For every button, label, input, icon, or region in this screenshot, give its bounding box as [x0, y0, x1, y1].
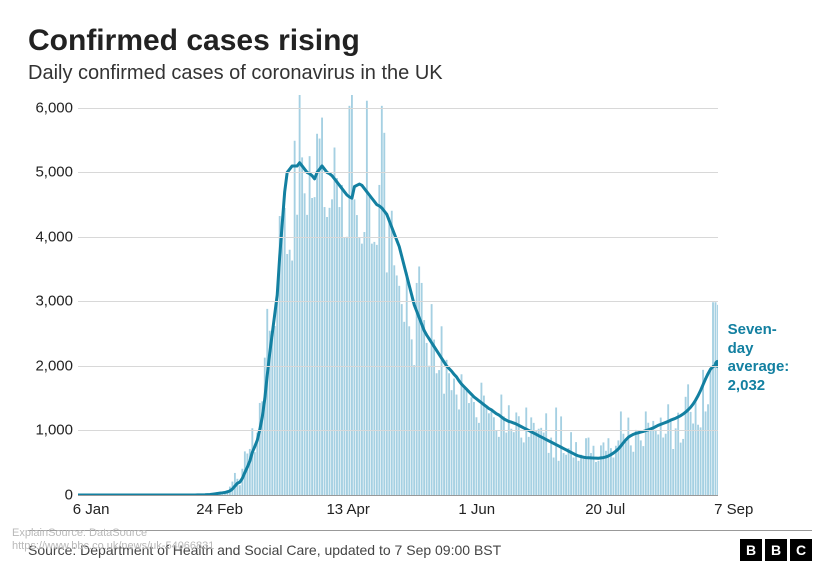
annotation: Seven-dayaverage:2,032 — [728, 321, 790, 396]
gridline — [78, 366, 718, 367]
ytick-label: 5,000 — [23, 164, 73, 181]
ytick-label: 4,000 — [23, 228, 73, 245]
xtick-label: 6 Jan — [73, 501, 110, 518]
gridline — [78, 108, 718, 109]
bbc-letter: C — [790, 539, 812, 561]
xtick-label: 24 Feb — [196, 501, 243, 518]
gridline — [78, 172, 718, 173]
gridline — [78, 430, 718, 431]
bbc-letter: B — [765, 539, 787, 561]
chart-title: Confirmed cases rising — [28, 24, 812, 58]
annotation-line: Seven-day — [728, 321, 790, 359]
xtick-label: 1 Jun — [458, 501, 495, 518]
plot-svg — [78, 95, 718, 495]
chart-subtitle: Daily confirmed cases of coronavirus in … — [28, 62, 812, 85]
xtick-label: 13 Apr — [326, 501, 369, 518]
annotation-line: average: — [728, 358, 790, 377]
ytick-label: 1,000 — [23, 422, 73, 439]
ytick-label: 6,000 — [23, 99, 73, 116]
bbc-letter: B — [740, 539, 762, 561]
gridline — [78, 237, 718, 238]
ytick-label: 2,000 — [23, 357, 73, 374]
ytick-label: 0 — [23, 487, 73, 504]
chart-container: Confirmed cases rising Daily confirmed c… — [0, 0, 840, 580]
plot-area: 01,0002,0003,0004,0005,0006,0006 Jan24 F… — [78, 95, 718, 496]
annotation-value: 2,032 — [728, 377, 790, 396]
xtick-label: 20 Jul — [585, 501, 625, 518]
source-text: Source: Department of Health and Social … — [28, 542, 501, 558]
source-line: Source: Department of Health and Social … — [28, 530, 812, 561]
gridline — [78, 301, 718, 302]
ytick-label: 3,000 — [23, 293, 73, 310]
xtick-label: 7 Sep — [714, 501, 753, 518]
bbc-logo: B B C — [740, 539, 812, 561]
